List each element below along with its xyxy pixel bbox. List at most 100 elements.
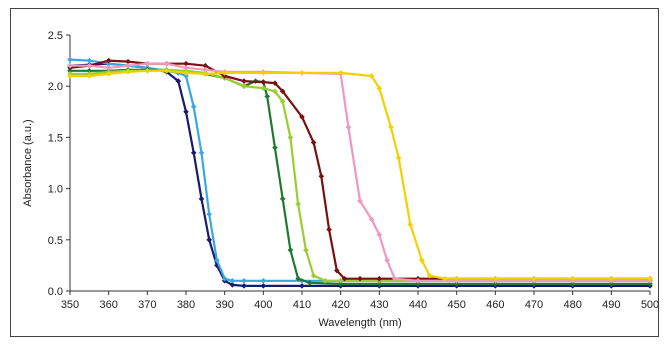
data-point	[442, 275, 448, 282]
series-line	[69, 58, 650, 282]
data-point	[376, 281, 383, 287]
data-point	[86, 62, 93, 69]
data-point	[392, 275, 398, 282]
data-point	[67, 68, 73, 74]
data-point	[260, 70, 267, 76]
data-point	[260, 85, 267, 92]
x-tick-label: 430	[370, 299, 388, 311]
data-point	[326, 226, 332, 233]
data-point	[376, 231, 383, 238]
y-tick-label: 1.0	[48, 184, 63, 196]
y-tick-label: 0.0	[48, 286, 63, 298]
x-tick-label: 490	[602, 299, 620, 311]
data-point	[202, 71, 209, 77]
data-point	[183, 73, 189, 79]
x-tick-label: 440	[409, 299, 427, 311]
data-point	[388, 124, 394, 130]
data-point	[190, 149, 197, 156]
data-point	[287, 247, 294, 253]
x-tick-label: 420	[331, 299, 349, 311]
x-tick-label: 400	[254, 299, 272, 311]
data-point	[202, 62, 209, 69]
x-tick-label: 410	[293, 299, 311, 311]
data-point	[306, 280, 313, 286]
data-point	[303, 247, 309, 253]
data-point	[376, 85, 383, 92]
data-point	[260, 277, 267, 284]
x-tick-label: 390	[215, 299, 233, 311]
data-point	[221, 73, 228, 79]
data-point	[647, 281, 653, 287]
series-3	[67, 67, 653, 287]
data-point	[569, 281, 576, 287]
x-tick-label: 350	[61, 299, 79, 311]
data-point	[229, 282, 236, 288]
data-point	[295, 201, 301, 207]
data-point	[221, 275, 228, 282]
data-point	[183, 60, 189, 67]
data-point	[206, 237, 212, 243]
data-point	[183, 70, 189, 76]
data-point	[318, 173, 325, 180]
x-tick-label: 360	[99, 299, 117, 311]
series-5	[67, 57, 653, 282]
data-point	[67, 56, 73, 63]
data-point	[202, 67, 209, 73]
data-point	[341, 275, 348, 282]
data-point	[368, 73, 375, 79]
series-7	[67, 68, 653, 282]
data-point	[337, 70, 344, 76]
data-point	[384, 257, 390, 264]
data-point	[608, 281, 615, 287]
data-point	[241, 283, 247, 289]
x-tick-label: 370	[138, 299, 156, 311]
data-point	[357, 275, 363, 282]
data-point	[125, 69, 131, 75]
data-point	[426, 272, 433, 279]
data-point	[214, 257, 220, 264]
data-point	[264, 93, 270, 100]
data-point	[214, 262, 220, 269]
data-point	[322, 277, 328, 284]
y-tick-label: 2.0	[48, 81, 63, 93]
data-point	[260, 283, 267, 289]
y-axis-title: Absorbance (a.u.)	[22, 119, 34, 206]
data-point	[190, 103, 197, 110]
data-point	[206, 211, 212, 217]
data-point	[279, 98, 286, 105]
data-point	[337, 277, 344, 284]
series-line	[70, 68, 650, 282]
data-point	[260, 79, 267, 85]
data-point	[175, 78, 182, 84]
axes: 350 360 370 380 390 400 410 420 430 440 450 460 470 4…	[48, 30, 659, 311]
data-point	[67, 62, 73, 69]
data-point	[241, 78, 247, 84]
data-point	[376, 275, 383, 282]
data-point	[183, 64, 189, 71]
series-line	[70, 62, 650, 282]
data-point	[221, 70, 228, 76]
data-point	[67, 73, 73, 79]
data-point	[279, 196, 286, 202]
series-line	[69, 59, 650, 280]
x-tick-label: 470	[525, 299, 543, 311]
series-line	[70, 68, 650, 285]
series-layer	[67, 56, 653, 289]
data-point	[272, 80, 278, 86]
data-point	[272, 88, 278, 95]
series-line	[70, 69, 650, 280]
y-tick-label: 0.5	[48, 235, 63, 247]
x-tick-label: 480	[563, 299, 581, 311]
data-point	[183, 109, 189, 115]
chart-frame: 350 360 370 380 390 400 410 420 430 440 450 460 470 4…	[10, 8, 659, 337]
data-point	[229, 277, 236, 284]
data-point	[453, 281, 460, 287]
data-point	[531, 275, 537, 282]
data-point	[310, 139, 317, 146]
data-point	[241, 277, 247, 284]
data-point	[295, 275, 301, 282]
data-point	[415, 281, 421, 287]
data-point	[492, 275, 499, 282]
data-point	[368, 216, 375, 223]
data-point	[279, 88, 286, 95]
